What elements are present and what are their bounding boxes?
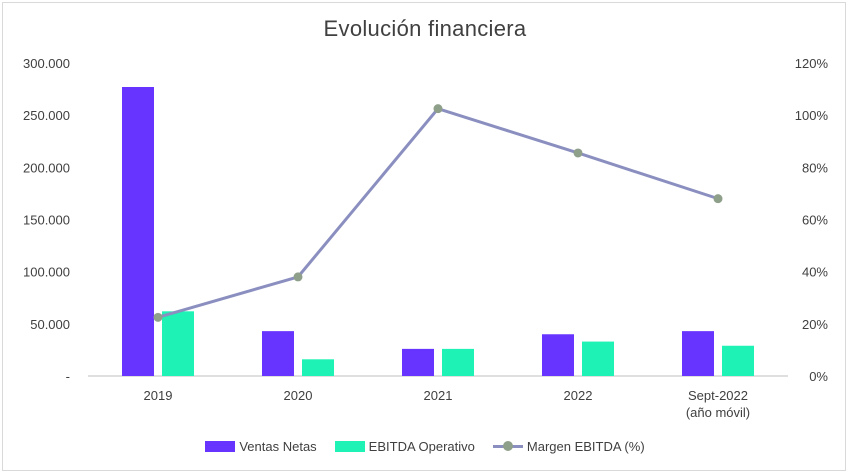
legend-label-ventas: Ventas Netas [239,438,317,454]
point-margen-ebitda [713,194,723,204]
line-margen-ebitda [157,107,719,319]
bar-ventas [542,334,574,376]
y-right-tick-label: 20% [802,317,828,332]
x-tick-label: 2021 [424,388,453,403]
point-margen-ebitda [153,312,163,322]
legend-item-ventas: Ventas Netas [205,438,317,454]
chart-legend: Ventas Netas EBITDA Operativo Margen EBI… [0,436,850,456]
y-left-tick-label: 150.000 [23,213,70,228]
bar-ebitda [442,348,474,376]
bar-ventas [402,348,434,376]
legend-item-margen: Margen EBITDA (%) [492,438,645,454]
x-tick-label: 2022 [564,388,593,403]
legend-item-ebitda: EBITDA Operativo [334,438,475,454]
point-margen-ebitda [433,104,443,114]
legend-label-margen: Margen EBITDA (%) [526,438,645,454]
chart-title: Evolución financiera [323,16,527,41]
bar-ventas [682,331,714,376]
y-left-tick-label: 300.000 [23,56,70,71]
x-tick-label: Sept-2022 (año móvil) [686,388,750,420]
y-right-tick-label: 120% [795,56,829,71]
bar-ebitda [582,341,614,376]
legend-swatch-margen [492,440,523,452]
bar-ebitda [302,359,334,376]
y-left-tick-label: 200.000 [23,160,70,175]
legend-swatch-ebitda [334,440,365,452]
y-left-tick-label: 100.000 [23,265,70,280]
point-margen-ebitda [293,272,303,282]
bar-ventas [122,86,154,376]
y-left-tick-label: - [66,369,70,384]
y-right-tick-label: 100% [795,108,829,123]
bar-ventas [262,331,294,376]
y-right-tick-label: 60% [802,213,828,228]
legend-label-ebitda: EBITDA Operativo [368,438,475,454]
x-tick-label: 2019 [144,388,173,403]
legend-swatch-ventas [205,440,236,452]
x-tick-label: 2020 [284,388,313,403]
point-margen-ebitda [573,148,583,158]
y-right-tick-label: 40% [802,265,828,280]
y-right-tick-label: 0% [809,369,828,384]
y-left-tick-label: 50.000 [30,317,70,332]
y-right-tick-label: 80% [802,160,828,175]
bar-ebitda [162,311,194,376]
y-left-tick-label: 250.000 [23,108,70,123]
bar-ebitda [722,345,754,376]
